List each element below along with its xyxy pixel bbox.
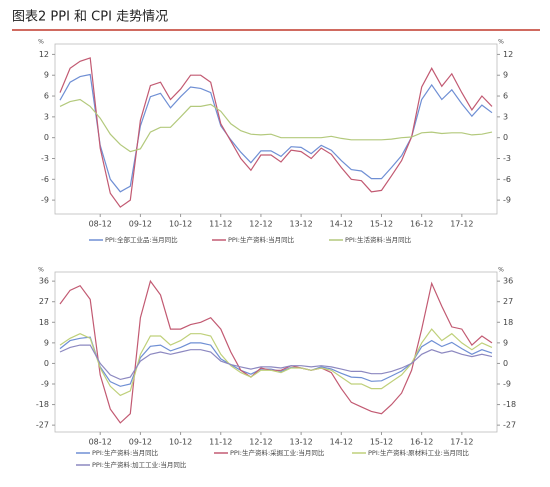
y-tick-label: 0 <box>44 133 49 142</box>
y-tick-label: 12 <box>39 50 49 59</box>
x-tick-label: 14-12 <box>330 438 353 447</box>
x-tick-label: 15-12 <box>370 220 393 229</box>
y-unit: % <box>38 39 44 46</box>
legend-label: PPI:生产资料:当月同比 <box>92 448 159 457</box>
y2-tick-label: 3 <box>503 112 508 121</box>
y-tick-label: 3 <box>44 112 49 121</box>
x-tick-label: 12-12 <box>249 220 272 229</box>
x-tick-label: 16-12 <box>410 220 433 229</box>
legend-label: PPI:生活资料:当月同比 <box>345 235 412 244</box>
series-line <box>59 57 493 208</box>
y2-tick-label: 9 <box>503 338 508 347</box>
y2-tick-label: 36 <box>503 277 513 286</box>
y-tick-label: -27 <box>36 421 49 430</box>
y-tick-label: 9 <box>44 338 49 347</box>
x-tick-label: 16-12 <box>410 438 433 447</box>
y2-unit: % <box>498 267 504 274</box>
y-tick-label: -3 <box>41 154 49 163</box>
y2-tick-label: -18 <box>503 400 516 409</box>
x-tick-label: 10-12 <box>169 220 192 229</box>
x-tick-label: 14-12 <box>330 220 353 229</box>
x-tick-label: 12-12 <box>249 438 272 447</box>
series-line <box>59 328 493 397</box>
x-tick-label: 13-12 <box>289 438 312 447</box>
y2-tick-label: 27 <box>503 297 513 306</box>
x-tick-label: 11-12 <box>209 220 232 229</box>
y-tick-label: -6 <box>41 175 49 184</box>
plot-frame <box>54 271 498 433</box>
y-tick-label: 0 <box>44 359 49 368</box>
y-tick-label: -9 <box>41 196 49 205</box>
y-tick-label: 36 <box>39 277 49 286</box>
y2-tick-label: 12 <box>503 50 513 59</box>
x-tick-label: 10-12 <box>169 438 192 447</box>
y2-tick-label: 18 <box>503 318 513 327</box>
y2-tick-label: -9 <box>503 196 511 205</box>
legend-label: PPI:生产资料:原材料工业:当月同比 <box>368 448 469 457</box>
y2-tick-label: 0 <box>503 133 508 142</box>
plot-frame <box>54 43 498 215</box>
y2-tick-label: -6 <box>503 175 511 184</box>
x-tick-label: 13-12 <box>289 220 312 229</box>
legend-label: PPI:全部工业品:当月同比 <box>105 235 178 244</box>
x-tick-label: 11-12 <box>209 438 232 447</box>
y-tick-label: -18 <box>36 400 49 409</box>
y-tick-label: 18 <box>39 318 49 327</box>
y-unit: % <box>38 267 44 274</box>
y2-tick-label: 6 <box>503 92 508 101</box>
x-tick-label: 15-12 <box>370 438 393 447</box>
y2-tick-label: 9 <box>503 71 508 80</box>
series-line <box>59 73 493 193</box>
page-title: 图表2 PPI 和 CPI 走势情况 <box>12 9 168 25</box>
y2-unit: % <box>498 39 504 46</box>
y2-tick-label: -27 <box>503 421 516 430</box>
x-tick-label: 09-12 <box>129 220 152 229</box>
series-line <box>59 344 493 381</box>
legend-label: PPI:生产资料:采掘工业:当月同比 <box>230 448 325 457</box>
y-tick-label: -9 <box>41 380 49 389</box>
series-line <box>59 98 493 153</box>
x-tick-label: 17-12 <box>450 438 473 447</box>
legend-label: PPI:生产资料:加工工业:当月同比 <box>92 460 187 469</box>
y-tick-label: 9 <box>44 71 49 80</box>
y-tick-label: 6 <box>44 92 49 101</box>
series-line <box>59 279 493 424</box>
x-tick-label: 08-12 <box>89 438 112 447</box>
x-tick-label: 17-12 <box>450 220 473 229</box>
legend-label: PPI:生产资料:当月同比 <box>228 235 295 244</box>
y2-tick-label: 0 <box>503 359 508 368</box>
x-tick-label: 09-12 <box>129 438 152 447</box>
y2-tick-label: -9 <box>503 380 511 389</box>
y-tick-label: 27 <box>39 297 49 306</box>
x-tick-label: 08-12 <box>89 220 112 229</box>
y2-tick-label: -3 <box>503 154 511 163</box>
